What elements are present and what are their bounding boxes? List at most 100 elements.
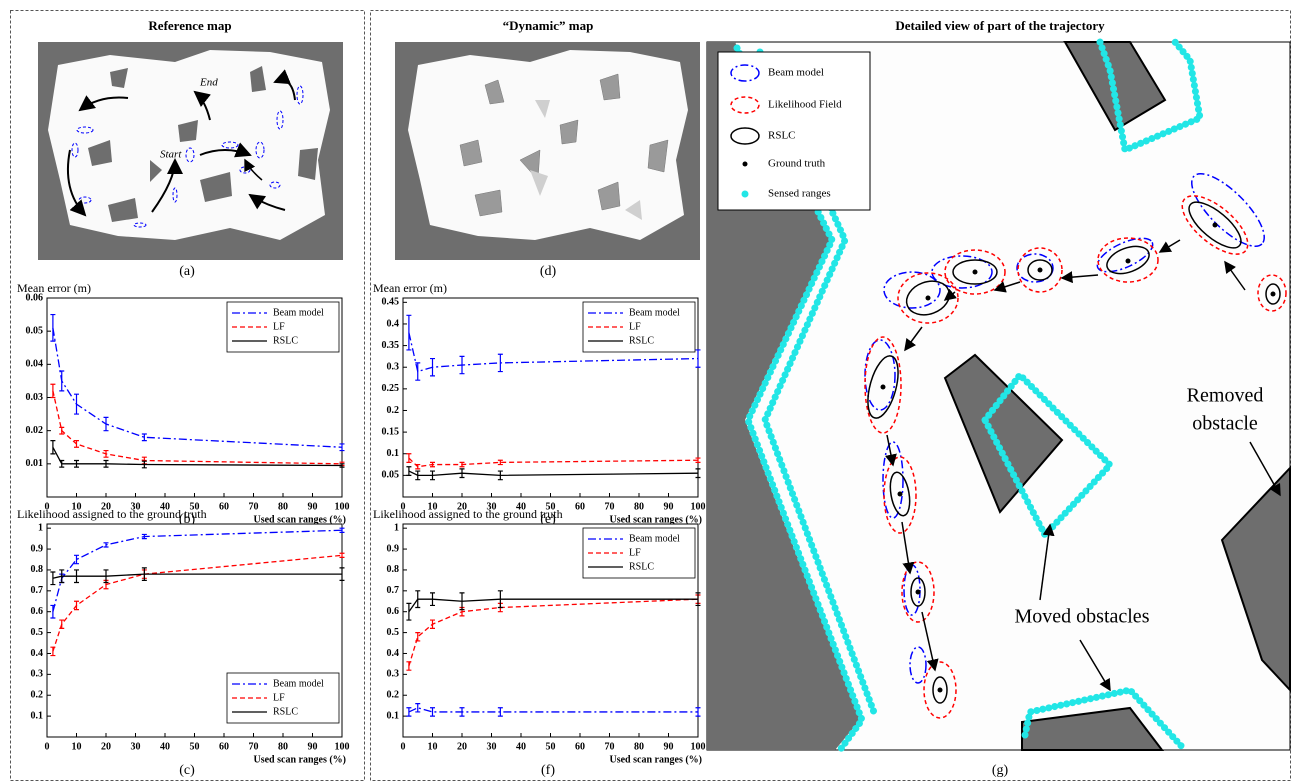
x-tick-label: 80 <box>278 501 288 512</box>
legend-label: RSLC <box>629 561 654 572</box>
y-tick-label: 0.02 <box>26 425 44 436</box>
y-tick-label: 1 <box>38 522 43 533</box>
x-tick-label: 50 <box>190 741 200 752</box>
panel-label: (g) <box>992 763 1009 778</box>
x-tick-label: 70 <box>605 501 615 512</box>
dynamic-map <box>395 42 700 260</box>
y-tick-label: 0.15 <box>382 426 400 437</box>
x-tick-label: 100 <box>691 741 706 752</box>
legend-label: LF <box>273 321 285 332</box>
y-tick-label: 0.04 <box>26 359 44 370</box>
y-tick-label: 0.6 <box>31 606 44 617</box>
x-tick-label: 60 <box>575 741 585 752</box>
legend-label: RSLC <box>273 706 298 717</box>
y-tick-label: 0.4 <box>31 648 44 659</box>
x-tick-label: 100 <box>691 501 706 512</box>
panel-label: (a) <box>179 264 195 279</box>
legend-label: LF <box>273 692 285 703</box>
legend-label: Beam model <box>629 533 680 544</box>
y-tick-label: 0.45 <box>382 297 400 308</box>
legend-label: Sensed ranges <box>768 188 831 200</box>
y-tick-label: 0.9 <box>31 543 44 554</box>
x-tick-label: 40 <box>160 741 170 752</box>
x-tick-label: 70 <box>249 741 259 752</box>
legend-label: LF <box>629 321 641 332</box>
legend-label: LF <box>629 547 641 558</box>
y-tick-label: 0.7 <box>387 585 400 596</box>
y-tick-label: 0.8 <box>31 564 44 575</box>
x-tick-label: 90 <box>308 741 318 752</box>
annotation: Moved obstacles <box>1015 606 1150 628</box>
y-tick-label: 0.4 <box>387 648 400 659</box>
x-axis-title: Used scan ranges (%) <box>254 754 347 765</box>
legend-label: Likelihood Field <box>768 99 842 111</box>
x-tick-label: 50 <box>546 741 556 752</box>
y-axis-title: Likelihood assigned to the ground truth <box>373 507 563 521</box>
panel-label: (f) <box>541 763 555 778</box>
y-axis-title: Mean error (m) <box>373 281 447 295</box>
y-tick-label: 0.05 <box>382 470 400 481</box>
x-tick-label: 10 <box>72 741 82 752</box>
map-label: Start <box>160 149 182 161</box>
y-tick-label: 0.6 <box>387 606 400 617</box>
detail-view: Removed obstacle Moved obstacles Beam mo… <box>707 42 1290 750</box>
y-tick-label: 0.05 <box>26 325 44 336</box>
y-tick-label: 0.3 <box>387 362 400 373</box>
x-axis-title: Used scan ranges (%) <box>610 754 703 765</box>
y-tick-label: 0.7 <box>31 585 44 596</box>
panel-header: Reference map <box>148 18 231 33</box>
y-tick-label: 0.1 <box>387 710 400 721</box>
y-tick-label: 0.03 <box>26 392 44 403</box>
annotation: Removed <box>1187 385 1264 407</box>
reference-map: End Start <box>38 42 343 260</box>
y-tick-label: 0.2 <box>31 690 44 701</box>
panel-label: (c) <box>179 763 195 778</box>
x-tick-label: 100 <box>335 501 350 512</box>
y-tick-label: 0.1 <box>31 710 44 721</box>
x-tick-label: 20 <box>101 741 111 752</box>
x-tick-label: 10 <box>428 741 438 752</box>
annotation: obstacle <box>1192 413 1258 435</box>
x-tick-label: 40 <box>516 741 526 752</box>
x-tick-label: 60 <box>219 501 229 512</box>
y-tick-label: 0.06 <box>26 292 44 303</box>
x-tick-label: 70 <box>605 741 615 752</box>
x-tick-label: 60 <box>575 501 585 512</box>
x-tick-label: 20 <box>457 741 467 752</box>
y-tick-label: 0.9 <box>387 543 400 554</box>
panel-header: “Dynamic” map <box>503 18 594 33</box>
x-tick-label: 90 <box>308 501 318 512</box>
x-tick-label: 80 <box>634 501 644 512</box>
x-tick-label: 0 <box>401 741 406 752</box>
x-tick-label: 90 <box>664 501 674 512</box>
legend-label: RSLC <box>629 335 654 346</box>
panel-header: Detailed view of part of the trajectory <box>895 18 1105 33</box>
legend-label: Beam model <box>629 307 680 318</box>
x-tick-label: 30 <box>131 741 141 752</box>
y-tick-label: 0.1 <box>387 448 400 459</box>
map-label: End <box>199 77 218 89</box>
y-axis-title: Likelihood assigned to the ground truth <box>17 507 207 521</box>
x-tick-label: 30 <box>487 741 497 752</box>
y-tick-label: 0.4 <box>387 318 400 329</box>
y-tick-label: 0.2 <box>387 405 400 416</box>
legend-label: RSLC <box>768 130 796 142</box>
x-tick-label: 70 <box>249 501 259 512</box>
y-tick-label: 0.3 <box>31 669 44 680</box>
x-tick-label: 60 <box>219 741 229 752</box>
x-tick-label: 100 <box>335 741 350 752</box>
legend-label: Beam model <box>273 678 324 689</box>
y-tick-label: 0.8 <box>387 564 400 575</box>
x-tick-label: 80 <box>634 741 644 752</box>
y-tick-label: 0.01 <box>26 458 44 469</box>
y-tick-label: 1 <box>394 522 399 533</box>
legend-label: Ground truth <box>768 158 826 170</box>
figure: Reference map “Dynamic” map Detailed vie… <box>0 0 1293 783</box>
y-tick-label: 0.3 <box>387 669 400 680</box>
y-tick-label: 0.2 <box>387 690 400 701</box>
x-tick-label: 90 <box>664 741 674 752</box>
legend-label: Beam model <box>768 67 824 79</box>
y-tick-label: 0.25 <box>382 383 400 394</box>
x-tick-label: 80 <box>278 741 288 752</box>
legend-label: RSLC <box>273 335 298 346</box>
